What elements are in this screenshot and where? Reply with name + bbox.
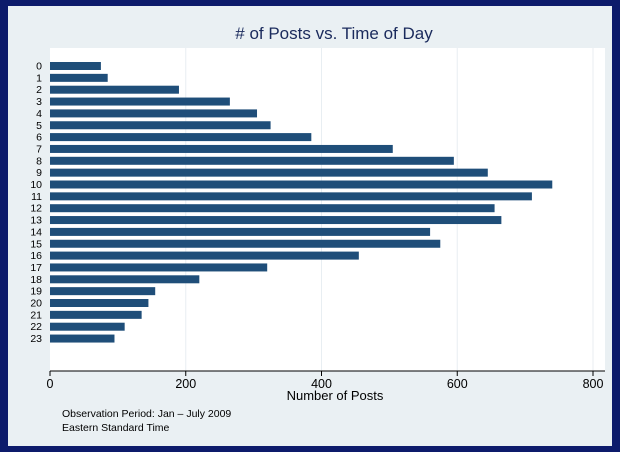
x-tick-label-600: 600 (447, 377, 468, 391)
bar-hour-3 (50, 97, 230, 106)
x-tick-label-800: 800 (583, 377, 604, 391)
category-label-22: 22 (30, 321, 42, 333)
bar-hour-9 (50, 168, 488, 177)
category-label-20: 20 (30, 298, 42, 310)
category-label-13: 13 (30, 215, 42, 227)
category-label-11: 11 (31, 191, 42, 203)
bar-hour-8 (50, 156, 454, 165)
bar-hour-0 (50, 62, 101, 70)
category-label-10: 10 (30, 179, 42, 191)
bar-hour-16 (50, 251, 359, 260)
category-label-18: 18 (30, 274, 42, 286)
bar-hour-7 (50, 144, 393, 153)
bar-hour-15 (50, 239, 441, 248)
category-label-23: 23 (30, 333, 42, 345)
bar-hour-2 (50, 85, 179, 94)
category-label-5: 5 (36, 120, 42, 132)
bar-hour-23 (50, 334, 115, 343)
category-label-3: 3 (36, 96, 42, 108)
category-label-6: 6 (36, 132, 42, 144)
chart-frame: 0 1 2 3 4 5 6 7 8 9 10 11 12 13 14 15 16 17 18 19 20 21 22 23 0… (8, 6, 612, 446)
category-label-12: 12 (30, 203, 42, 215)
x-tick-label-400: 400 (311, 377, 332, 391)
category-label-0: 0 (36, 61, 42, 73)
bar-hour-11 (50, 192, 532, 201)
x-axis-label: Number of Posts (287, 388, 384, 403)
bar-hour-21 (50, 310, 142, 319)
category-label-8: 8 (36, 155, 42, 167)
bar-hour-20 (50, 299, 149, 307)
note-observation-period: Observation Period: Jan – July 2009 (62, 408, 231, 420)
bar-hour-6 (50, 133, 312, 142)
x-tick-label-0: 0 (47, 377, 54, 391)
bar-hour-14 (50, 227, 431, 236)
category-label-15: 15 (30, 238, 42, 250)
chart-title: # of Posts vs. Time of Day (235, 24, 433, 43)
bar-hour-10 (50, 180, 553, 189)
bar-hour-4 (50, 109, 258, 118)
x-tick-label-200: 200 (175, 377, 196, 391)
bar-hour-19 (50, 287, 156, 296)
bar-hour-5 (50, 121, 271, 130)
bar-hour-18 (50, 275, 200, 284)
category-label-4: 4 (36, 108, 42, 120)
category-label-1: 1 (36, 72, 42, 84)
category-label-17: 17 (30, 262, 42, 274)
note-timezone: Eastern Standard Time (62, 422, 170, 434)
category-label-2: 2 (36, 84, 42, 96)
bar-hour-12 (50, 204, 495, 213)
bar-hour-13 (50, 216, 502, 225)
category-label-7: 7 (36, 143, 42, 155)
bar-hour-22 (50, 322, 125, 331)
category-label-14: 14 (30, 226, 42, 238)
category-label-21: 21 (30, 309, 42, 321)
category-label-9: 9 (36, 167, 42, 179)
category-label-16: 16 (30, 250, 42, 262)
bar-hour-17 (50, 263, 268, 272)
bars (50, 62, 553, 343)
category-label-19: 19 (30, 286, 42, 298)
bar-hour-1 (50, 73, 108, 82)
x-axis-ticks: 0 200 400 600 800 (47, 371, 604, 391)
